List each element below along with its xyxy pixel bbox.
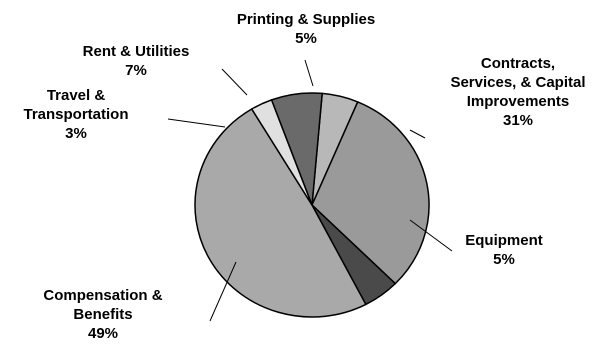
leader-line-4 bbox=[167, 118, 226, 128]
slice-value-label: 5% bbox=[295, 30, 317, 47]
slice-value-label: 3% bbox=[65, 125, 87, 142]
slice-label-5: Rent & Utilities 7% bbox=[83, 43, 190, 79]
slice-label-3: Compensation & Benefits 49% bbox=[43, 287, 162, 342]
slice-name-label: Transportation bbox=[23, 106, 128, 123]
slice-labels: Printing & Supplies 5% Contracts, Services,… bbox=[23, 11, 585, 342]
pie-slices bbox=[194, 92, 430, 318]
slice-name-label: Contracts, bbox=[481, 55, 555, 72]
slice-label-0: Printing & Supplies 5% bbox=[237, 11, 375, 47]
slice-label-2: Equipment 5% bbox=[465, 232, 543, 268]
slice-name-label: Travel & bbox=[47, 87, 106, 104]
slice-label-4: Travel & Transportation 3% bbox=[23, 87, 128, 142]
slice-name-label: Printing & Supplies bbox=[237, 11, 375, 28]
slice-name-label: Compensation & bbox=[43, 287, 162, 304]
slice-value-label: 5% bbox=[493, 251, 515, 268]
slice-name-label: Improvements bbox=[467, 93, 570, 110]
pie-slice-5 bbox=[270, 92, 323, 206]
leader-line-3 bbox=[209, 261, 237, 322]
slice-label-1: Contracts, Services, & Capital Improvement… bbox=[450, 55, 585, 129]
slice-name-label: Services, & Capital bbox=[450, 74, 585, 91]
slice-value-label: 31% bbox=[503, 112, 533, 129]
pie-slice-3 bbox=[194, 108, 367, 318]
leader-line-5 bbox=[221, 68, 248, 96]
pie-slice-1 bbox=[311, 101, 430, 285]
leader-lines bbox=[167, 59, 453, 322]
slice-name-label: Benefits bbox=[73, 306, 132, 323]
slice-value-label: 49% bbox=[88, 325, 118, 342]
leader-line-0 bbox=[304, 59, 314, 87]
leader-line-2 bbox=[409, 219, 453, 252]
leader-line-1 bbox=[409, 129, 426, 139]
slice-name-label: Rent & Utilities bbox=[83, 43, 190, 60]
slice-name-label: Equipment bbox=[465, 232, 543, 249]
slice-value-label: 7% bbox=[125, 62, 147, 79]
